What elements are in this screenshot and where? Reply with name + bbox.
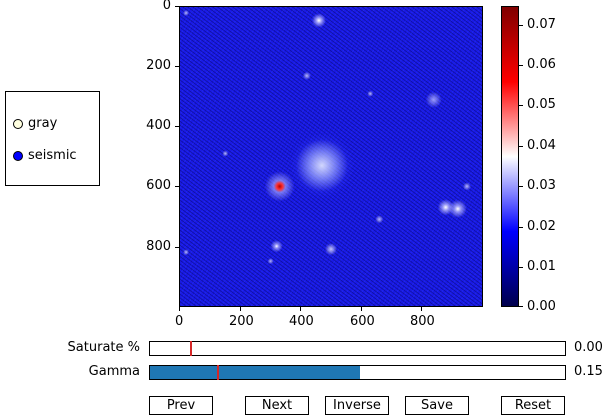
gamma-slider-label: Gamma xyxy=(88,364,140,379)
colorbar-tick-mark xyxy=(519,146,523,147)
y-tick-mark xyxy=(175,186,179,187)
radio-label-gray: gray xyxy=(28,116,58,131)
x-tick-label: 400 xyxy=(289,314,314,329)
colorbar-tick-mark xyxy=(519,267,523,268)
gamma-slider[interactable] xyxy=(149,365,566,380)
gamma-value: 0.15 xyxy=(574,364,603,379)
saturate-value: 0.00 xyxy=(574,340,603,355)
x-tick-mark xyxy=(179,307,180,311)
colorbar-tick-label: 0.00 xyxy=(527,299,556,314)
x-tick-mark xyxy=(240,307,241,311)
reset-button[interactable]: Reset xyxy=(501,396,565,415)
colorbar-tick-mark xyxy=(519,25,523,26)
x-tick-label: 0 xyxy=(175,314,184,329)
save-button[interactable]: Save xyxy=(405,396,469,415)
inverse-button[interactable]: Inverse xyxy=(325,396,389,415)
x-tick-mark xyxy=(361,307,362,311)
y-tick-mark xyxy=(175,247,179,248)
colorbar-tick-mark xyxy=(519,306,523,307)
radio-button-seismic[interactable] xyxy=(13,150,23,161)
x-tick-mark xyxy=(300,307,301,311)
image-display[interactable] xyxy=(179,6,483,307)
saturate-slider-label: Saturate % xyxy=(67,340,140,355)
saturate-slider-handle[interactable] xyxy=(190,341,192,356)
y-tick-mark xyxy=(175,66,179,67)
colorbar-tick-mark xyxy=(519,186,523,187)
colorbar-tick-label: 0.06 xyxy=(527,57,556,72)
y-tick-label: 800 xyxy=(146,239,171,254)
radio-button-gray[interactable] xyxy=(13,118,23,129)
radio-option-gray[interactable]: gray xyxy=(13,116,57,131)
colorbar-tick-label: 0.04 xyxy=(527,138,556,153)
y-tick-mark xyxy=(175,126,179,127)
x-tick-label: 800 xyxy=(410,314,435,329)
gamma-slider-handle[interactable] xyxy=(217,365,219,380)
colorbar-tick-label: 0.03 xyxy=(527,178,556,193)
colorbar-tick-mark xyxy=(519,65,523,66)
x-tick-mark xyxy=(421,307,422,311)
colorbar-tick-label: 0.01 xyxy=(527,259,556,274)
x-tick-label: 600 xyxy=(350,314,375,329)
y-tick-label: 0 xyxy=(162,0,171,13)
radio-option-seismic[interactable]: seismic xyxy=(13,148,77,163)
colorbar-tick-mark xyxy=(519,227,523,228)
y-tick-label: 200 xyxy=(146,58,171,73)
x-tick-label: 200 xyxy=(229,314,254,329)
colorbar-tick-label: 0.05 xyxy=(527,97,556,112)
prev-button[interactable]: Prev xyxy=(149,396,213,415)
colorbar-tick-label: 0.02 xyxy=(527,219,556,234)
saturate-slider[interactable] xyxy=(149,341,566,356)
colorbar xyxy=(501,6,519,307)
next-button[interactable]: Next xyxy=(245,396,309,415)
y-tick-label: 400 xyxy=(146,118,171,133)
colormap-radio-panel: gray seismic xyxy=(5,91,100,186)
colorbar-tick-mark xyxy=(519,105,523,106)
y-tick-label: 600 xyxy=(146,178,171,193)
radio-label-seismic: seismic xyxy=(28,148,77,163)
colorbar-tick-label: 0.07 xyxy=(527,17,556,32)
y-tick-mark xyxy=(175,6,179,7)
gamma-slider-fill xyxy=(150,366,360,379)
